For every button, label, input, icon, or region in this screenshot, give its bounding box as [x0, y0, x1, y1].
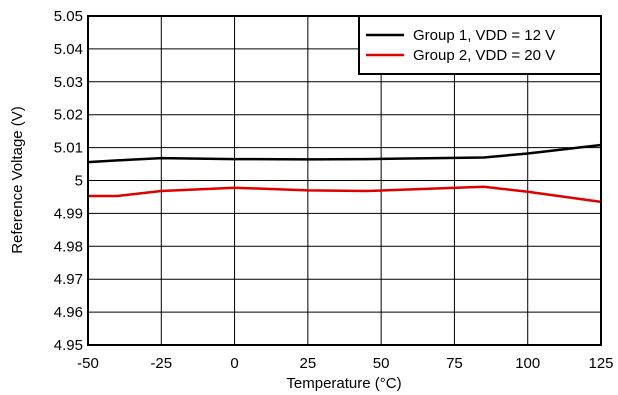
- x-tick-label: 125: [588, 355, 613, 372]
- x-tick-label: 50: [373, 355, 390, 372]
- y-tick-label: 4.96: [54, 304, 83, 321]
- y-tick-label: 5.02: [54, 107, 83, 124]
- x-tick-label: 100: [515, 355, 540, 372]
- x-axis-title: Temperature (°C): [286, 375, 401, 392]
- y-tick-label: 5.05: [54, 8, 83, 25]
- y-tick-label: 5.03: [54, 74, 83, 91]
- y-tick-label: 5: [75, 173, 83, 190]
- y-tick-label: 4.98: [54, 238, 83, 255]
- x-tick-label: -25: [150, 355, 172, 372]
- legend-box: [358, 15, 602, 75]
- y-tick-label: 4.97: [54, 271, 83, 288]
- y-tick-labels: 4.95 4.96 4.97 4.98 4.99 5 5.01 5.02 5.03 5.04 5.0…: [54, 8, 83, 354]
- y-tick-label: 4.95: [54, 337, 83, 354]
- x-tick-label: 75: [446, 355, 463, 372]
- x-tick-label: -50: [77, 355, 99, 372]
- legend-label-group-1: Group 1, VDD = 12 V: [413, 27, 555, 44]
- y-tick-label: 5.01: [54, 140, 83, 157]
- legend-label-group-2: Group 2, VDD = 20 V: [413, 47, 555, 64]
- x-tick-labels: -50 -25 0 25 50 75 100 125: [77, 355, 613, 372]
- x-tick-label: 25: [300, 355, 317, 372]
- legend: Group 1, VDD = 12 V Group 2, VDD = 20 V: [358, 15, 602, 75]
- plot-area-frame: [87, 15, 602, 346]
- y-tick-label: 4.99: [54, 205, 83, 222]
- x-tick-label: 0: [230, 355, 238, 372]
- series-line-group-1: [87, 143, 602, 164]
- series-layer: [87, 143, 602, 204]
- y-tick-label: 5.04: [54, 41, 83, 58]
- y-axis-title: Reference Voltage (V): [9, 106, 26, 254]
- series-line-group-2: [88, 185, 602, 204]
